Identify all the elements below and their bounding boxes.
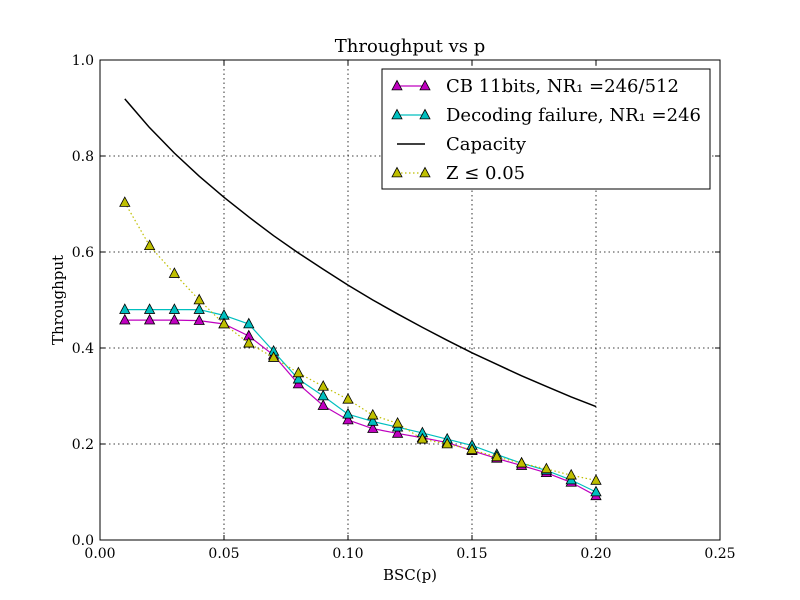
data-point — [565, 468, 577, 480]
data-point — [119, 196, 131, 207]
ticks: 0.00 0.05 0.10 0.15 0.20 0.25 0.0 0.2 0.4 0.6 0.8 1… — [72, 53, 736, 562]
data-point — [367, 408, 379, 420]
legend-marker — [391, 166, 403, 178]
y-tick-label: 0.2 — [72, 437, 94, 453]
data-point — [317, 399, 329, 410]
grid — [100, 60, 720, 540]
data-point — [292, 372, 305, 384]
legend-label: CB 11bits, NR₁ =246/512 — [446, 76, 679, 97]
y-tick-label: 0.0 — [72, 533, 94, 549]
data-point — [317, 380, 329, 391]
data-point — [168, 267, 181, 278]
x-tick-label: 0.10 — [332, 546, 363, 562]
data-point — [243, 336, 255, 348]
plot-frame — [99, 59, 721, 541]
y-tick-label: 0.4 — [72, 341, 94, 357]
data-point — [491, 450, 503, 462]
x-tick-label: 0.20 — [580, 546, 611, 562]
y-tick-label: 1.0 — [72, 53, 94, 69]
legend-marker — [391, 79, 403, 91]
data-point — [193, 314, 205, 325]
legend-marker — [391, 108, 403, 120]
data-point — [342, 407, 354, 419]
data-point — [168, 313, 181, 325]
data-point — [590, 485, 602, 497]
x-tick-label: 0.05 — [208, 546, 239, 562]
data-point — [119, 313, 131, 325]
legend-label: Capacity — [446, 134, 527, 155]
data-point — [243, 317, 255, 329]
data-point — [143, 303, 156, 314]
series-line — [124, 309, 597, 493]
data-point — [218, 317, 230, 329]
chart-title: Throughput vs p — [335, 36, 485, 57]
y-tick-label: 0.8 — [72, 149, 94, 165]
data-point — [143, 239, 156, 251]
legend-entry: CB 11bits, NR₁ =246/512 — [391, 76, 679, 97]
data-point — [168, 303, 181, 314]
series-group — [119, 98, 602, 501]
series-line — [124, 319, 597, 497]
legend-marker — [419, 108, 431, 120]
data-point — [367, 422, 379, 433]
series-4 — [119, 196, 602, 485]
legend-label: Z ≤ 0.05 — [446, 163, 525, 184]
data-point — [540, 462, 553, 474]
y-axis-label: Throughput — [49, 255, 67, 345]
data-point — [466, 443, 478, 455]
data-point — [515, 456, 528, 468]
data-point — [267, 351, 280, 362]
legend-marker — [419, 166, 431, 178]
data-point — [143, 313, 156, 325]
legend-entry: Capacity — [397, 134, 527, 155]
series-3 — [124, 98, 597, 408]
data-point — [342, 393, 354, 404]
x-axis-label: BSC(p) — [383, 566, 437, 584]
data-point — [391, 417, 404, 428]
data-point — [193, 293, 205, 305]
data-point — [590, 474, 602, 485]
data-point — [391, 427, 404, 438]
data-point — [317, 389, 329, 401]
x-tick-label: 0.25 — [704, 546, 735, 562]
data-point — [119, 303, 131, 314]
legend-entry: Decoding failure, NR₁ =246 — [391, 105, 701, 126]
x-tick-label: 0.00 — [84, 546, 115, 562]
data-point — [416, 432, 429, 444]
legend-entry: Z ≤ 0.05 — [391, 163, 525, 184]
series-line — [124, 98, 597, 408]
data-point — [193, 303, 205, 314]
x-tick-label: 0.15 — [456, 546, 487, 562]
data-point — [367, 415, 379, 426]
data-point — [292, 366, 305, 378]
legend-label: Decoding failure, NR₁ =246 — [446, 105, 701, 126]
legend: CB 11bits, NR₁ =246/512 Decoding failure,… — [381, 68, 711, 190]
data-point — [441, 437, 453, 449]
legend-marker — [419, 79, 431, 91]
y-tick-label: 0.6 — [72, 245, 94, 261]
legend-box — [381, 68, 711, 190]
data-point — [342, 413, 354, 425]
